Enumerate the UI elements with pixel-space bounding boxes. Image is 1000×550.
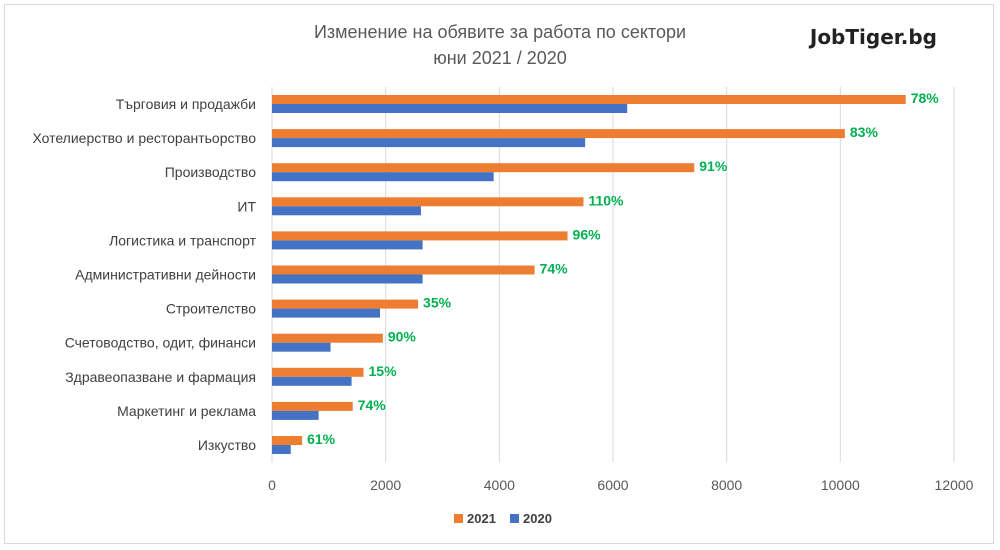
x-tick-label: 0 (268, 477, 276, 493)
legend: 2021 2020 (454, 511, 552, 526)
change-label: 74% (358, 397, 387, 413)
bar-2021 (272, 163, 695, 173)
bar-2020 (272, 206, 421, 216)
category-label: Логистика и транспорт (109, 232, 257, 248)
category-label: Административни дейности (75, 267, 256, 283)
legend-label-2020: 2020 (523, 511, 552, 526)
legend-swatch-2020 (510, 514, 519, 523)
bar-2021 (272, 265, 535, 275)
change-label: 83% (850, 124, 879, 140)
change-label: 35% (423, 295, 452, 311)
category-labels: Търговия и продажби Хотелиерство и рестор… (32, 96, 256, 453)
x-tick-label: 2000 (370, 477, 401, 493)
bar-2021 (272, 95, 906, 104)
bar-2021 (272, 401, 353, 411)
change-label: 91% (699, 158, 728, 174)
category-label: ИТ (237, 198, 256, 214)
bars (272, 95, 906, 454)
x-tick-label: 8000 (711, 477, 742, 493)
bar-2021 (272, 367, 364, 377)
chart-subtitle: юни 2021 / 2020 (433, 48, 567, 68)
bar-2021 (272, 299, 419, 309)
bar-2020 (272, 104, 628, 113)
x-tick-label: 12000 (935, 477, 974, 493)
bar-2020 (272, 445, 291, 454)
change-label: 96% (573, 226, 602, 242)
bar-2020 (272, 308, 380, 318)
bar-2021 (272, 197, 584, 207)
bar-2020 (272, 240, 423, 250)
bar-2020 (272, 274, 423, 284)
category-label: Счетоводство, одит, финанси (65, 335, 256, 351)
bar-2020 (272, 172, 494, 182)
x-tick-label: 10000 (821, 477, 860, 493)
x-tick-label: 6000 (597, 477, 628, 493)
legend-label-2021: 2021 (467, 511, 496, 526)
bar-2020 (272, 138, 586, 148)
category-label: Хотелиерство и ресторантьорство (32, 130, 256, 146)
category-label: Здравеопазване и фармация (65, 369, 256, 385)
change-label: 78% (911, 90, 940, 106)
category-label: Производство (165, 164, 256, 180)
change-label: 90% (388, 329, 417, 345)
change-label: 61% (307, 431, 336, 447)
x-tick-label: 4000 (484, 477, 515, 493)
category-label: Търговия и продажби (116, 96, 256, 112)
bar-2021 (272, 333, 383, 343)
brand-logo: JobTiger.bg (808, 25, 937, 49)
change-label: 74% (540, 261, 569, 277)
change-label: 15% (369, 363, 398, 379)
bar-2021 (272, 231, 568, 241)
category-label: Строителство (166, 301, 256, 317)
x-tick-labels: 0 2000 4000 6000 8000 10000 12000 (268, 477, 974, 493)
chart-title: Изменение на обявите за работа по сектор… (314, 22, 686, 42)
change-label: 110% (588, 192, 624, 208)
bar-2021 (272, 436, 303, 445)
bar-2021 (272, 129, 845, 139)
bar-2020 (272, 342, 331, 352)
category-label: Изкуство (198, 437, 256, 453)
gridlines (271, 87, 955, 463)
category-label: Маркетинг и реклама (117, 403, 256, 419)
legend-swatch-2021 (454, 514, 463, 523)
bar-2020 (272, 376, 352, 386)
change-labels: 78% 83% 91% 110% 96% 74% 35% 90% 15% 74% 61% (307, 90, 939, 447)
bar-2020 (272, 410, 319, 420)
